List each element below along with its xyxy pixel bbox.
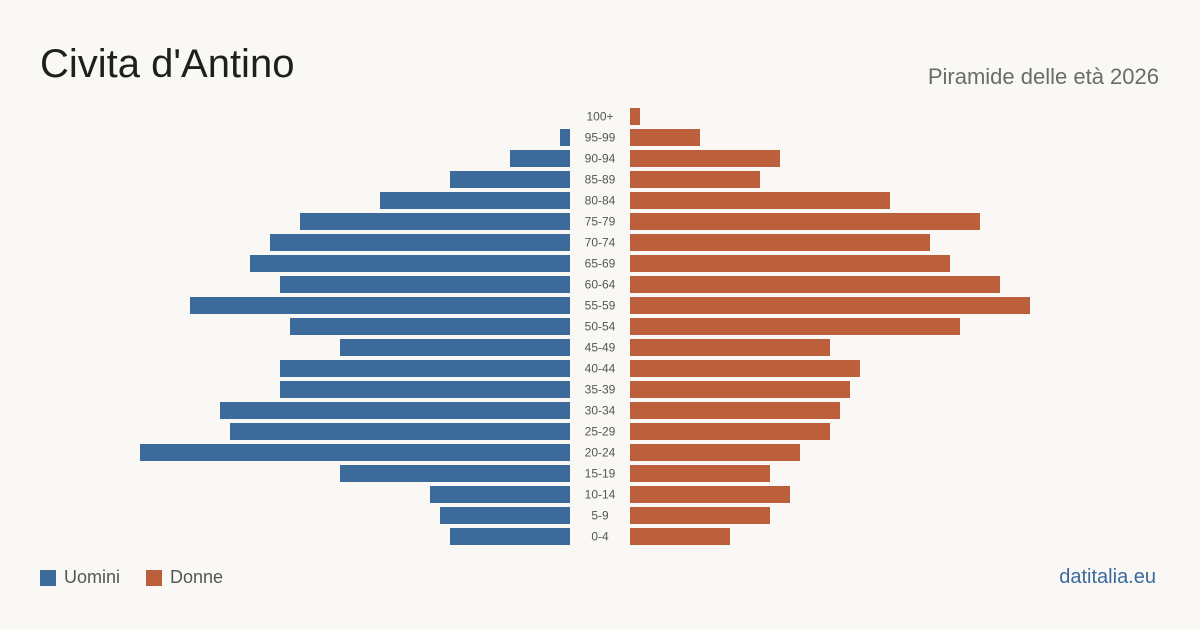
bar-men-5-9 <box>440 507 570 524</box>
legend-label-men: Uomini <box>64 567 121 587</box>
legend-item-men: Uomini <box>40 567 120 588</box>
page-title: Civita d'Antino <box>40 42 295 86</box>
chart-subtitle: Piramide delle età 2026 <box>927 64 1159 89</box>
bar-men-85-89 <box>450 171 570 188</box>
bar-men-10-14 <box>430 486 570 503</box>
legend-swatch-men <box>40 569 56 586</box>
bar-women-20-24 <box>630 444 800 461</box>
bar-women-65-69 <box>630 255 950 272</box>
age-label-65-69: 65-69 <box>585 257 616 271</box>
bar-men-55-59 <box>190 297 570 314</box>
age-label-95-99: 95-99 <box>585 131 616 145</box>
bar-women-10-14 <box>630 486 790 503</box>
bar-women-90-94 <box>630 150 780 167</box>
age-label-0-4: 0-4 <box>591 530 609 544</box>
age-label-15-19: 15-19 <box>585 467 616 481</box>
age-label-45-49: 45-49 <box>585 341 616 355</box>
age-label-75-79: 75-79 <box>585 215 616 229</box>
age-label-60-64: 60-64 <box>585 278 616 292</box>
bar-men-25-29 <box>230 423 570 440</box>
bar-women-95-99 <box>630 129 700 146</box>
bar-men-30-34 <box>220 402 570 419</box>
bar-women-80-84 <box>630 192 890 209</box>
age-label-50-54: 50-54 <box>585 320 616 334</box>
age-label-5-9: 5-9 <box>591 509 609 523</box>
bar-women-100+ <box>630 108 640 125</box>
bar-men-45-49 <box>340 339 570 356</box>
bar-women-85-89 <box>630 171 760 188</box>
bar-women-55-59 <box>630 297 1030 314</box>
source-link[interactable]: datitalia.eu <box>1059 566 1156 588</box>
bar-men-80-84 <box>380 192 570 209</box>
bar-men-50-54 <box>290 318 570 335</box>
age-label-30-34: 30-34 <box>585 404 616 418</box>
bar-women-75-79 <box>630 213 980 230</box>
bar-women-30-34 <box>630 402 840 419</box>
age-label-35-39: 35-39 <box>585 383 616 397</box>
age-label-40-44: 40-44 <box>585 362 616 376</box>
legend-label-women: Donne <box>170 567 224 587</box>
bar-women-70-74 <box>630 234 930 251</box>
bar-men-60-64 <box>280 276 570 293</box>
bar-women-15-19 <box>630 465 770 482</box>
bar-men-70-74 <box>270 234 570 251</box>
bar-men-0-4 <box>450 528 570 545</box>
bar-men-15-19 <box>340 465 570 482</box>
bar-men-65-69 <box>250 255 570 272</box>
age-label-20-24: 20-24 <box>585 446 616 460</box>
bar-women-25-29 <box>630 423 830 440</box>
bar-men-75-79 <box>300 213 570 230</box>
age-label-100+: 100+ <box>586 110 613 124</box>
age-label-55-59: 55-59 <box>585 299 616 313</box>
age-label-70-74: 70-74 <box>585 236 616 250</box>
bar-women-60-64 <box>630 276 1000 293</box>
legend: Uomini Donne <box>40 567 241 588</box>
bar-women-40-44 <box>630 360 860 377</box>
age-label-90-94: 90-94 <box>585 152 616 166</box>
legend-swatch-women <box>146 569 163 586</box>
age-label-10-14: 10-14 <box>585 488 616 502</box>
legend-item-women: Donne <box>146 567 223 588</box>
age-label-25-29: 25-29 <box>585 425 616 439</box>
bar-men-40-44 <box>280 360 570 377</box>
bar-men-35-39 <box>280 381 570 398</box>
bar-men-90-94 <box>510 150 570 167</box>
bar-women-50-54 <box>630 318 960 335</box>
bar-men-95-99 <box>560 129 570 146</box>
bar-men-20-24 <box>140 444 570 461</box>
bar-women-5-9 <box>630 507 770 524</box>
age-label-85-89: 85-89 <box>585 173 616 187</box>
bar-women-35-39 <box>630 381 850 398</box>
bar-women-0-4 <box>630 528 730 545</box>
age-label-80-84: 80-84 <box>585 194 616 208</box>
bar-women-45-49 <box>630 339 830 356</box>
